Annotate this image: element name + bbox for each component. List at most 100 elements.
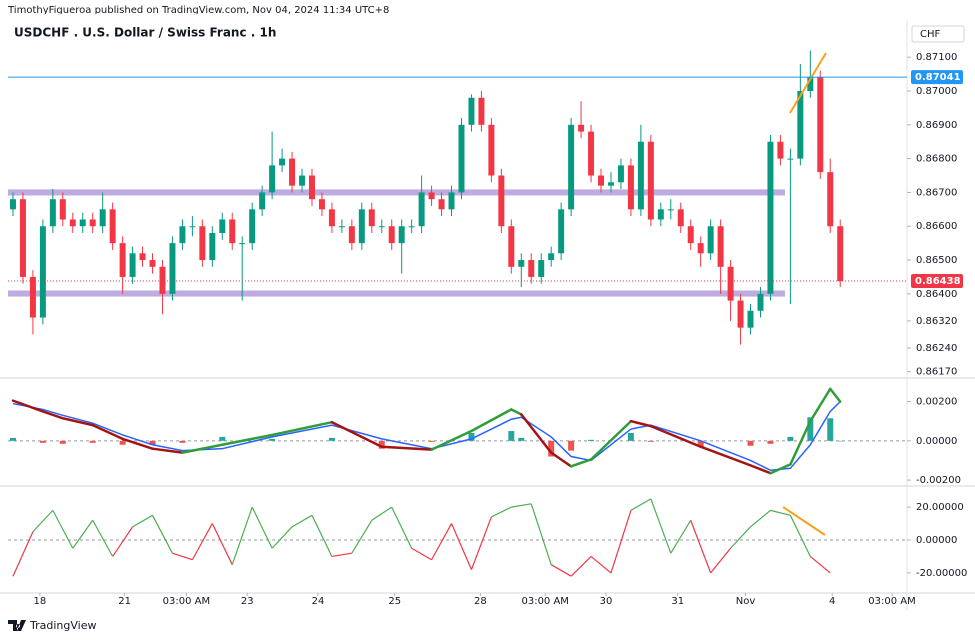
histogram-bar <box>548 440 555 457</box>
x-tick-label: 23 <box>241 596 254 607</box>
chart-title: USDCHF . U.S. Dollar / Swiss Franc . 1h <box>14 26 276 40</box>
oscillator-line <box>391 506 413 549</box>
oscillator-line <box>431 523 453 561</box>
signal-line <box>12 401 841 472</box>
candle-body <box>448 192 455 210</box>
macd-line <box>470 408 513 433</box>
oscillator-line <box>610 510 632 574</box>
oscillator-line <box>450 523 473 570</box>
oscillator-line <box>72 519 94 549</box>
candle-body <box>368 209 375 227</box>
histogram-bar <box>378 440 385 449</box>
candle-body <box>229 219 236 244</box>
macd-line <box>41 410 65 420</box>
candle-body <box>269 165 276 193</box>
histogram-bar <box>328 437 335 441</box>
histogram-bar <box>787 436 794 441</box>
oscillator-line <box>550 564 572 577</box>
candle-body <box>348 226 355 244</box>
oscillator-line <box>231 506 253 565</box>
oscillator-line <box>311 515 333 557</box>
candle-body <box>588 131 595 176</box>
candle-body <box>518 260 525 267</box>
candle-body <box>607 182 614 186</box>
y-tick-label: 0.86240 <box>916 343 957 354</box>
overlay: 0.87041 0.86438 <box>8 70 963 289</box>
candle-body <box>677 209 684 227</box>
oscillator-line <box>770 509 791 516</box>
oscillator-line <box>491 506 512 518</box>
oscillator-line <box>32 509 54 533</box>
oscillator-line <box>809 555 831 574</box>
y-tick-label: 0.86400 <box>916 289 957 300</box>
macd-line <box>330 420 383 448</box>
oscillator-line <box>211 523 233 565</box>
candle-body <box>598 175 605 186</box>
macd-line <box>221 433 274 447</box>
candle-body <box>209 233 216 261</box>
candle-body <box>568 124 575 210</box>
oscillator-line <box>590 555 612 574</box>
candle-body <box>458 124 465 193</box>
oscillator-line <box>351 519 373 554</box>
oscillator-line <box>331 552 352 558</box>
x-tick-label: 30 <box>600 596 613 607</box>
candle-body <box>59 199 66 220</box>
candle-body <box>697 243 704 254</box>
y-tick-label: 0.86700 <box>916 187 957 198</box>
oscillator-line <box>670 519 692 554</box>
candle-body <box>119 243 126 277</box>
candle-body <box>318 199 325 210</box>
candle-body <box>149 260 156 267</box>
candle-body <box>767 141 774 294</box>
y-tick-label: -0.00200 <box>916 475 961 486</box>
candle-body <box>747 310 754 328</box>
macd-line <box>589 419 633 461</box>
histogram-bar <box>219 436 226 441</box>
candle-body <box>328 209 335 227</box>
candle-body <box>667 209 674 211</box>
oscillator-line <box>411 547 432 561</box>
oscillator-line <box>710 547 732 574</box>
y-tick-label: 0.87000 <box>916 86 957 97</box>
histogram-bar <box>518 437 525 441</box>
macd-line <box>520 413 553 454</box>
candle-body <box>807 77 814 91</box>
oscillator-line <box>730 526 751 549</box>
currency: CHF <box>920 29 941 40</box>
histogram-bar <box>568 440 575 451</box>
candle-body <box>617 165 624 183</box>
macd-line <box>649 424 702 448</box>
candle-body <box>647 141 654 220</box>
histogram-bar <box>39 440 46 443</box>
histogram-bar <box>807 417 814 441</box>
x-tick-label: 03:00 AM <box>163 596 210 607</box>
oscillator-line <box>570 556 592 577</box>
price-label: 0.86438 <box>915 276 961 287</box>
oscillator-line <box>630 498 652 511</box>
oscillator-line <box>191 523 213 561</box>
candle-body <box>538 260 545 277</box>
macd-line <box>769 463 792 475</box>
x-tick-label: 21 <box>118 596 131 607</box>
histogram-bar <box>827 418 834 441</box>
oscillator-line <box>52 510 74 549</box>
histogram-bar <box>149 440 156 445</box>
oscillator-line <box>271 526 293 549</box>
oscillator-line <box>92 519 114 557</box>
histogram-bar <box>9 437 16 441</box>
macd-line <box>789 419 812 466</box>
y-tick-label: 0.86900 <box>916 120 957 131</box>
candle-body <box>49 199 56 227</box>
macd-line <box>270 420 334 437</box>
candle-body <box>398 226 405 244</box>
y-tick-label: 0.86500 <box>916 255 957 266</box>
candle-body <box>338 226 345 228</box>
candle-body <box>428 192 435 200</box>
macd-line <box>91 423 124 441</box>
candle-body <box>637 141 644 210</box>
title-bg <box>8 14 248 34</box>
candle-body <box>478 97 485 125</box>
oscillator-line <box>291 514 313 528</box>
